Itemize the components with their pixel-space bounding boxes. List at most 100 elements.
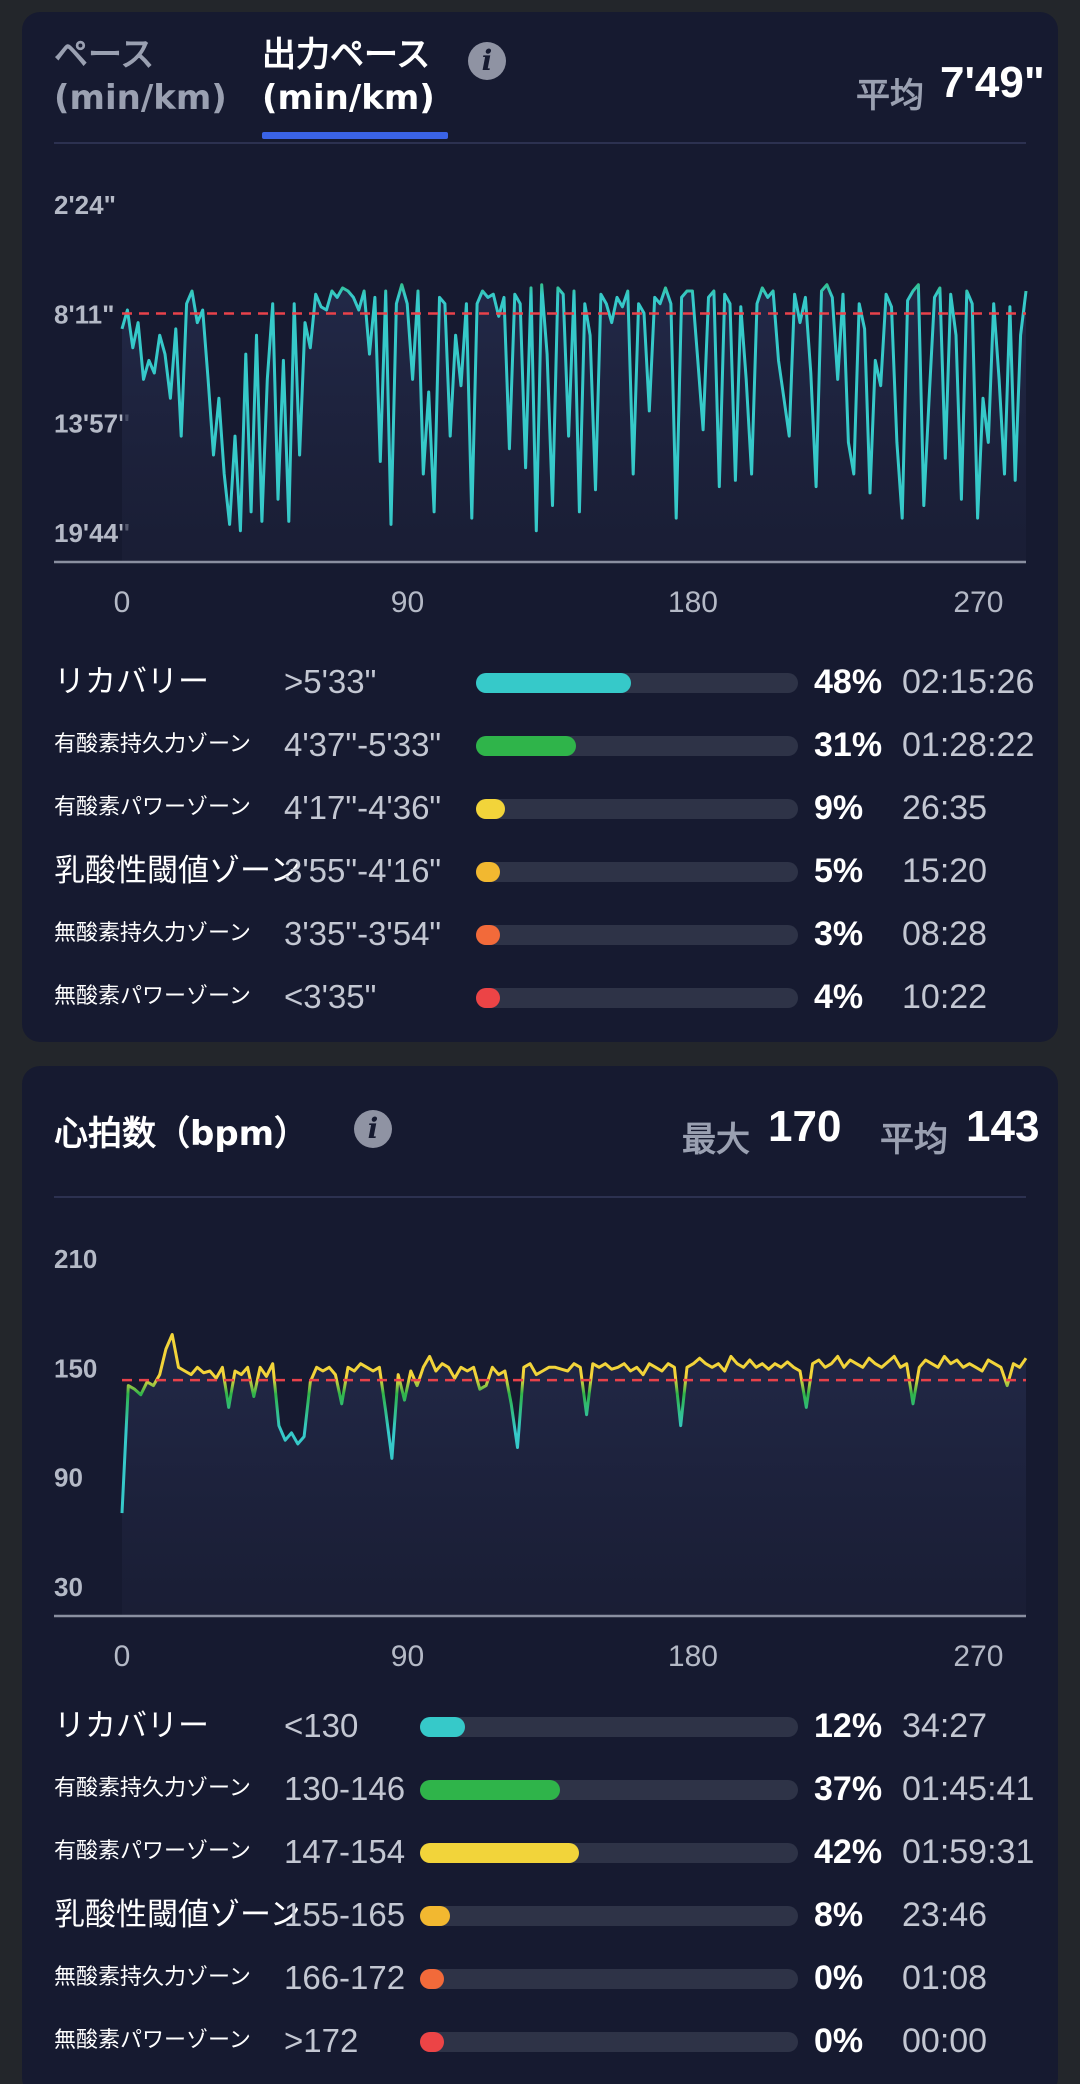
tab-pace[interactable]: ペース (min/km) [54,34,227,119]
zone-duration: 01:45:41 [902,1770,1035,1808]
zone-bar-fill [476,736,576,756]
zone-bar-fill [420,1843,579,1863]
zone-name: 有酸素パワーゾーン [54,1839,251,1864]
zone-name: 無酸素持久力ゾーン [54,921,251,946]
y-tick-label: 210 [54,1244,97,1274]
zone-range: 166-172 [284,1959,406,1996]
hr-avg-value: 143 [966,1102,1040,1151]
pace-area [122,284,1026,562]
x-tick-label: 180 [668,1640,718,1673]
y-tick-label: 19'44" [54,518,130,548]
hr-series-line [120,1333,1028,1514]
zone-name: 無酸素パワーゾーン [54,984,251,1009]
hr-max-value: 170 [768,1102,842,1151]
zone-bar-track [420,1969,798,1989]
x-tick-label: 0 [114,1640,131,1673]
zone-bar-track [420,1717,798,1737]
zone-percent: 9% [814,789,864,827]
zone-bar-track [476,673,798,693]
hr-avg-label: 平均 [880,1120,948,1160]
x-tick-label: 270 [953,1640,1003,1673]
zone-duration: 10:22 [902,978,988,1016]
zone-duration: 02:15:26 [902,663,1035,701]
zone-name: リカバリー [54,1708,209,1744]
zone-bar-fill [420,1780,560,1800]
header-divider [54,1196,1026,1198]
hr-area [122,1334,1026,1616]
x-tick-label: 90 [391,1640,424,1673]
x-tick-label: 90 [391,586,424,619]
zone-name: リカバリー [54,664,209,700]
x-tick-label: 0 [114,586,131,619]
zone-range: >172 [284,2022,359,2059]
zone-bar-fill [476,862,500,882]
zone-percent: 42% [814,1833,883,1871]
zone-duration: 15:20 [902,852,988,890]
heart-rate-chart: 210 150 90 30 0 90 180 270 [54,1244,1028,1673]
zone-percent: 31% [814,726,883,764]
tab-power-pace-label: 出力ペース [262,35,431,75]
y-tick-label: 150 [54,1353,97,1383]
tab-power-pace[interactable]: 出力ペース (min/km) [262,34,435,119]
zone-bar-track [476,925,798,945]
info-icon[interactable]: i [468,42,506,80]
zone-bar-fill [476,988,500,1008]
x-tick-label: 180 [668,586,718,619]
zone-bar-fill [420,1717,466,1737]
zone-percent: 5% [814,852,864,890]
zone-range: 155-165 [284,1896,406,1933]
zone-name: 乳酸性閾値ゾーン [54,1897,301,1933]
y-tick-label: 30 [54,1572,83,1602]
y-tick-label: 13'57" [54,409,130,439]
zone-bar-track [420,1843,798,1863]
tab-pace-label: ペース [54,35,155,75]
zone-duration: 08:28 [902,915,988,953]
zone-percent: 0% [814,1959,864,1997]
zone-row: リカバリー <130 12% 34:27 [22,1696,1058,1756]
active-tab-indicator [262,132,448,139]
zone-bar-track [476,799,798,819]
zone-duration: 01:08 [902,1959,988,1997]
zone-duration: 34:27 [902,1707,988,1745]
x-tick-label: 270 [953,586,1003,619]
zone-row: 無酸素持久力ゾーン 166-172 0% 01:08 [22,1948,1058,2008]
zone-range: 4'17"-4'36" [284,789,442,826]
zone-percent: 12% [814,1707,883,1745]
zone-range: 147-154 [284,1833,406,1870]
zone-bar-fill [420,2032,444,2052]
zone-bar-fill [420,1906,451,1926]
y-tick-label: 8'11" [54,299,114,329]
zone-name: 有酸素持久力ゾーン [54,732,251,757]
zone-percent: 3% [814,915,864,953]
zone-row: 無酸素持久力ゾーン 3'35"-3'54" 3% 08:28 [22,904,1058,964]
zone-bar-fill [476,925,500,945]
y-tick-label: 90 [54,1463,83,1493]
info-icon[interactable]: i [354,1110,392,1148]
zone-row: 乳酸性閾値ゾーン 155-165 8% 23:46 [22,1885,1058,1945]
pace-card: ペース (min/km) 出力ペース (min/km) i 平均 7'49" [22,12,1058,1042]
zone-bar-track [476,862,798,882]
hr-max-label: 最大 [682,1120,750,1160]
zone-bar-track [420,1906,798,1926]
zone-name: 有酸素持久力ゾーン [54,1776,251,1801]
zone-row: 無酸素パワーゾーン <3'35" 4% 10:22 [22,967,1058,1027]
zone-name: 乳酸性閾値ゾーン [54,853,301,889]
header-divider [54,142,1026,144]
pace-chart: 2'24" 8'11" 13'57" 19'44" 0 90 180 270 [54,190,1028,619]
zone-row: 有酸素持久力ゾーン 130-146 37% 01:45:41 [22,1759,1058,1819]
zone-bar-track [476,736,798,756]
zone-row: リカバリー >5'33" 48% 02:15:26 [22,652,1058,712]
avg-pace-label: 平均 [856,76,924,116]
zone-name: 無酸素持久力ゾーン [54,1965,251,1990]
zone-range: <3'35" [284,978,377,1015]
zone-bar-fill [420,1969,444,1989]
zone-row: 無酸素パワーゾーン >172 0% 00:00 [22,2011,1058,2071]
zone-percent: 8% [814,1896,864,1934]
zone-row: 乳酸性閾値ゾーン 3'55"-4'16" 5% 15:20 [22,841,1058,901]
heart-rate-card: 心拍数（bpm） i 最大 170 平均 143 210 150 90 30 [22,1066,1058,2084]
zone-range: 3'55"-4'16" [284,852,442,889]
zone-bar-track [420,2032,798,2052]
avg-pace-value: 7'49" [940,58,1045,107]
tab-power-pace-unit: (min/km) [262,77,435,118]
tab-pace-unit: (min/km) [54,77,227,118]
